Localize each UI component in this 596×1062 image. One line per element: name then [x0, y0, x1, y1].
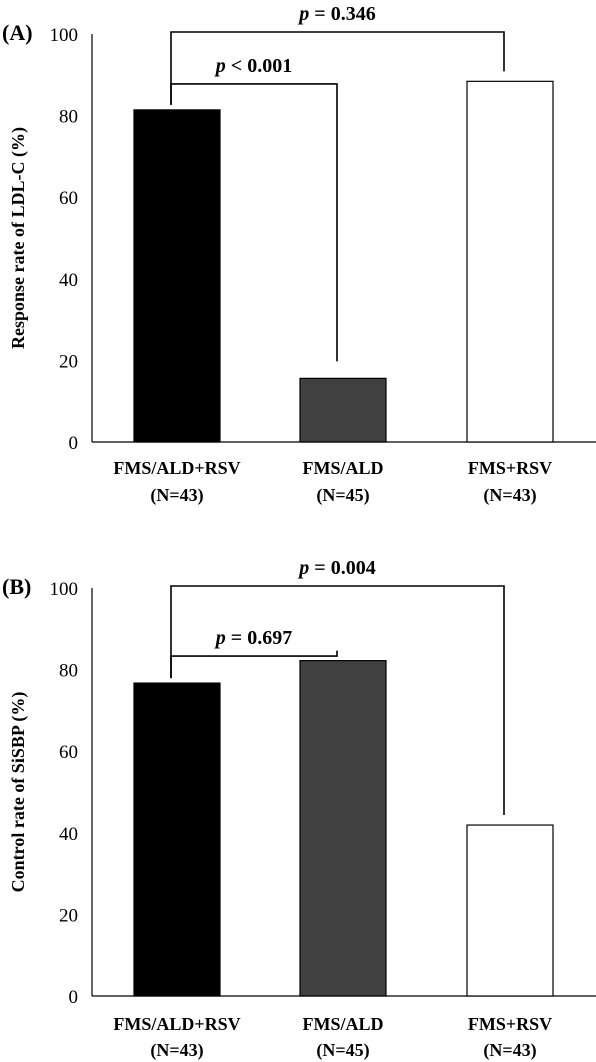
bar [299, 660, 387, 997]
p-value-label: p = 0.004 [297, 557, 375, 579]
y-tick-label: 20 [59, 905, 78, 926]
y-axis-label: Control rate of SiSBP (%) [8, 692, 29, 893]
category-label: FMS/ALD [303, 1014, 384, 1034]
bar [133, 682, 221, 997]
y-tick-label: 100 [50, 25, 79, 46]
category-label: FMS+RSV [468, 458, 552, 478]
category-label: FMS/ALD [303, 458, 384, 478]
y-tick-label: 100 [50, 579, 79, 600]
category-label: FMS/ALD+RSV [113, 1014, 240, 1034]
p-value-label: p = 0.697 [214, 627, 292, 649]
category-label: FMS/ALD+RSV [113, 458, 240, 478]
y-tick-label: 20 [59, 351, 78, 372]
y-tick-label: 40 [59, 270, 78, 291]
y-tick-label: 0 [69, 987, 79, 1008]
category-n-label: (N=45) [316, 485, 369, 506]
panel-label: (B) [2, 574, 31, 599]
y-tick-label: 40 [59, 824, 78, 845]
category-n-label: (N=43) [150, 485, 203, 506]
category-n-label: (N=43) [483, 485, 536, 506]
y-tick-label: 80 [59, 107, 78, 128]
bar [299, 377, 387, 443]
chart-panel-b: (B) Control rate of SiSBP (%) 0 20 40 60 80 100… [2, 557, 596, 1061]
bar [133, 109, 221, 443]
category-n-label: (N=43) [483, 1040, 536, 1061]
category-label: FMS+RSV [468, 1014, 552, 1034]
chart-panel-a: (A) Response rate of LDL-C (%) 0 20 40 60 80 10… [2, 3, 596, 506]
p-value-label: p < 0.001 [214, 55, 292, 77]
y-tick-label: 60 [59, 742, 78, 763]
significance-bracket [170, 585, 505, 816]
bar [466, 80, 554, 443]
y-tick-label: 60 [59, 188, 78, 209]
category-n-label: (N=43) [150, 1040, 203, 1061]
panel-label: (A) [2, 20, 33, 45]
y-tick-label: 80 [59, 661, 78, 682]
significance-bracket [170, 31, 505, 105]
bar [466, 824, 554, 997]
category-n-label: (N=45) [316, 1040, 369, 1061]
y-axis-label: Response rate of LDL-C (%) [8, 127, 29, 349]
p-value-label: p = 0.346 [297, 3, 375, 25]
y-tick-label: 0 [69, 433, 79, 454]
